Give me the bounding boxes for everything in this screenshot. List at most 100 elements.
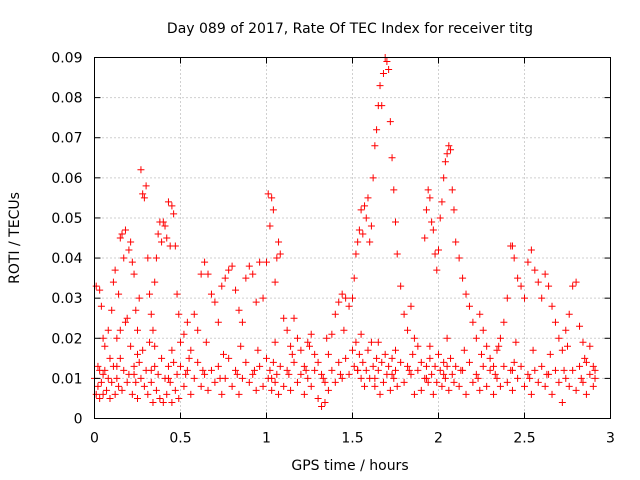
data-point <box>245 262 253 270</box>
data-point <box>264 190 272 198</box>
data-point <box>422 374 430 382</box>
data-point <box>388 354 396 362</box>
data-point <box>474 374 482 382</box>
data-point <box>400 310 408 318</box>
data-point <box>452 362 460 370</box>
data-point <box>263 354 270 362</box>
data-point <box>371 374 379 382</box>
data-point <box>421 234 429 242</box>
data-point <box>429 390 437 398</box>
data-point <box>546 350 554 358</box>
data-point <box>187 346 195 354</box>
data-point <box>149 398 157 406</box>
data-point <box>268 386 276 394</box>
data-point <box>171 386 179 394</box>
data-point <box>359 358 367 366</box>
data-point <box>558 346 566 354</box>
data-point <box>367 222 375 230</box>
data-point <box>562 374 570 382</box>
data-point <box>252 386 260 394</box>
data-point <box>555 334 563 342</box>
data-point <box>97 302 105 310</box>
data-point <box>111 390 119 398</box>
data-point <box>109 278 117 286</box>
data-point <box>361 202 369 210</box>
data-point <box>287 386 295 394</box>
data-point <box>235 390 243 398</box>
data-point <box>158 238 166 246</box>
data-point <box>503 378 511 386</box>
data-point <box>450 378 458 386</box>
data-point <box>373 126 381 134</box>
data-point <box>159 218 167 226</box>
data-point <box>293 334 301 342</box>
data-point <box>314 358 322 366</box>
data-point <box>185 354 193 362</box>
data-point <box>386 118 394 126</box>
data-point <box>202 338 210 346</box>
data-point <box>374 338 382 346</box>
data-point <box>183 366 191 374</box>
data-point <box>108 378 116 386</box>
data-point <box>134 350 141 358</box>
data-point <box>393 250 401 258</box>
data-point <box>417 386 425 394</box>
data-point <box>342 294 350 302</box>
data-point <box>175 310 183 318</box>
data-point <box>486 354 494 362</box>
data-point <box>579 338 587 346</box>
data-point <box>527 246 535 254</box>
data-point <box>242 358 250 366</box>
data-point <box>115 382 123 390</box>
data-point <box>273 254 281 262</box>
data-point <box>204 386 212 394</box>
data-point <box>378 102 386 110</box>
data-point <box>159 398 167 406</box>
data-point <box>366 238 374 246</box>
data-point <box>269 358 277 366</box>
data-point <box>469 378 477 386</box>
x-tick-label: 1 <box>262 431 271 447</box>
data-point <box>164 374 172 382</box>
data-point <box>483 342 491 350</box>
data-point <box>164 198 172 206</box>
data-point <box>409 350 417 358</box>
y-tick-label: 0.08 <box>51 91 82 107</box>
data-point <box>197 270 205 278</box>
data-point <box>180 382 188 390</box>
data-point <box>245 378 253 386</box>
data-point <box>156 394 164 402</box>
data-point <box>228 382 236 390</box>
data-point <box>116 326 124 334</box>
data-point <box>163 234 171 242</box>
data-point <box>508 386 516 394</box>
data-point <box>591 374 599 382</box>
data-point <box>582 390 590 398</box>
data-point <box>551 366 559 374</box>
data-point <box>379 70 387 78</box>
data-point <box>151 362 159 370</box>
data-point <box>483 382 491 390</box>
data-point <box>271 378 279 386</box>
data-point <box>218 390 226 398</box>
data-point <box>361 382 369 390</box>
data-point <box>417 358 425 366</box>
y-tick-label: 0.09 <box>51 51 82 67</box>
data-point <box>125 246 133 254</box>
data-point <box>144 254 152 262</box>
data-point <box>538 362 546 370</box>
data-point <box>120 366 128 374</box>
data-point <box>204 270 212 278</box>
data-point <box>374 366 382 374</box>
data-point <box>493 374 501 382</box>
data-point <box>508 242 516 250</box>
data-point <box>414 366 422 374</box>
data-point <box>118 386 126 394</box>
data-point <box>440 174 448 182</box>
data-point <box>364 346 372 354</box>
data-point <box>135 294 143 302</box>
data-point <box>349 294 356 302</box>
data-point <box>324 386 332 394</box>
data-point <box>280 382 288 390</box>
data-point <box>297 346 305 354</box>
